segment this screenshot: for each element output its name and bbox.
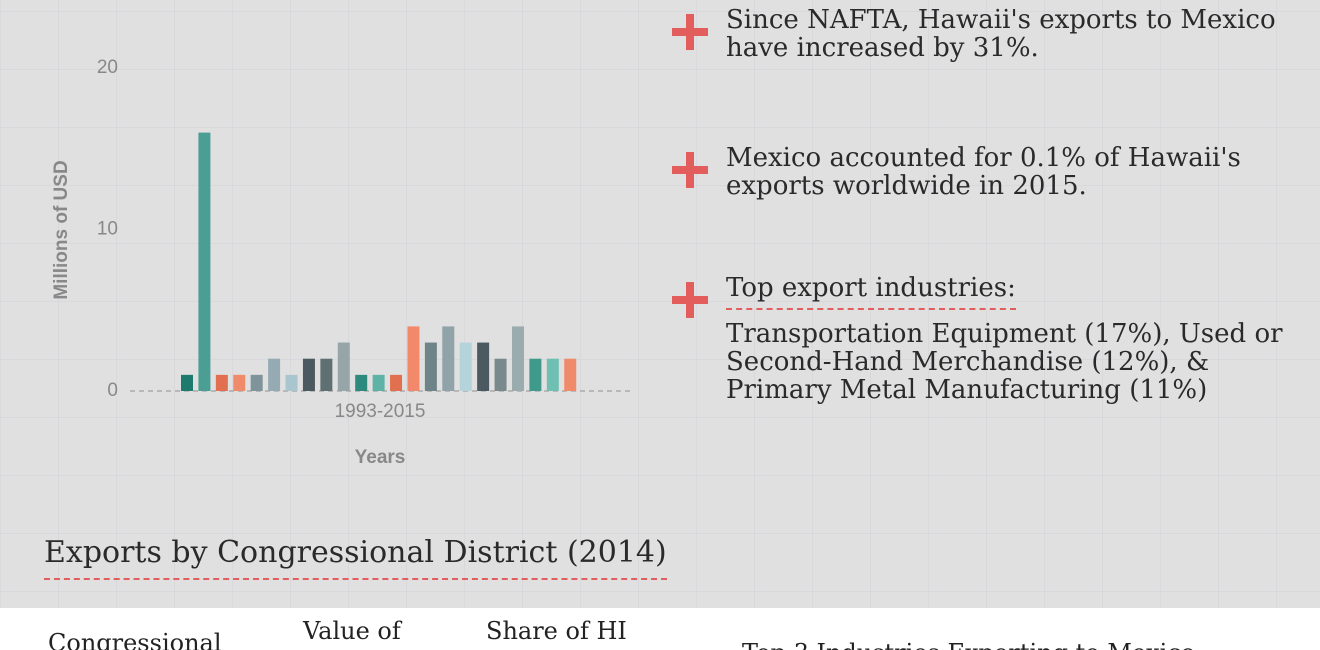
bar [337,342,350,391]
y-tick-label: 20 [97,57,118,78]
y-axis-label: Millions of USD [51,160,72,299]
bar [511,326,524,391]
bar [442,326,455,391]
chart: Millions of USD Years 1993-2015 0 10 20 [51,57,630,468]
fact: Top export industries: Transportation Eq… [668,274,1308,404]
bar [529,358,542,391]
bar [390,374,403,391]
plus-icon [672,152,708,188]
plus-icon [672,282,708,318]
bar [268,358,281,391]
bar [372,374,385,391]
bar [250,374,263,391]
x-tick-label: 1993-2015 [335,401,426,422]
fact-text: Since NAFTA, Hawaii's exports to Mexico … [726,5,1276,63]
bar [302,358,315,391]
column-header: Top 3 Industries Exporting to Mexico [742,640,1195,650]
column-header: Value of [303,617,401,645]
bar [233,374,246,391]
table-header: Congressional Value of Share of HI Top 3… [0,608,1320,650]
bar [198,132,211,391]
y-tick-label: 10 [97,219,118,240]
fact-text: Top export industries: [726,274,1308,310]
bar [477,342,490,391]
bar [181,374,193,391]
column-header: Share of HI [486,617,627,645]
bar [320,358,333,391]
bar [424,342,437,391]
bar [494,358,507,391]
bar [407,326,420,391]
fact-heading: Top export industries: [726,274,1016,310]
x-axis-label: Years [355,447,406,468]
plus-icon [672,14,708,50]
fact: Mexico accounted for 0.1% of Hawaii's ex… [668,144,1308,200]
fact-detail: Transportation Equipment (17%), Used or … [726,319,1283,405]
fact-text: Mexico accounted for 0.1% of Hawaii's ex… [726,143,1241,201]
column-header: Congressional [48,629,222,650]
bar [285,374,298,391]
fact: Since NAFTA, Hawaii's exports to Mexico … [668,6,1308,62]
bar [459,342,472,391]
y-tick-label: 0 [107,380,118,401]
bar [546,358,559,391]
bar [564,358,577,391]
section-title: Exports by Congressional District (2014) [44,535,667,580]
bar [215,374,228,391]
bar [355,374,368,391]
